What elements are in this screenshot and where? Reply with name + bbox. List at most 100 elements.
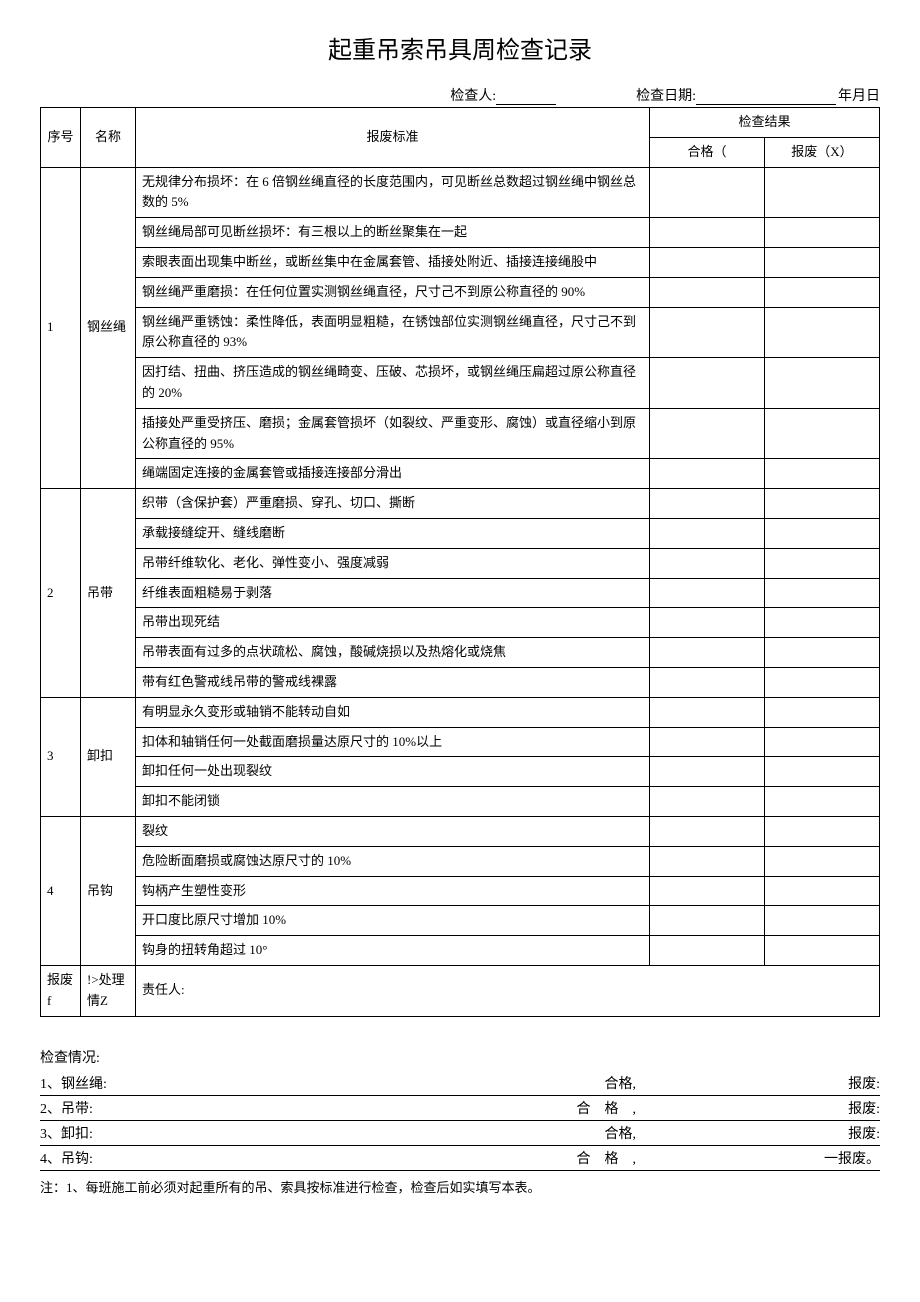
cell-fail[interactable] (765, 307, 880, 358)
cell-fail[interactable] (765, 846, 880, 876)
date-label: 检查日期: (636, 85, 696, 105)
cell-seq: 1 (41, 167, 81, 489)
table-row: 卸扣任何一处出现裂纹 (41, 757, 880, 787)
table-row: 开口度比原尺寸增加 10% (41, 906, 880, 936)
cell-fail[interactable] (765, 906, 880, 936)
cell-standard: 钩身的扭转角超过 10° (136, 936, 650, 966)
summary-pass-label: 合 格 , (577, 1148, 637, 1168)
table-row: 钢丝绳严重磨损：在任何位置实测钢丝绳直径，尺寸己不到原公称直径的 90% (41, 277, 880, 307)
summary-fail-label: 报废: (820, 1098, 880, 1118)
cell-pass[interactable] (650, 876, 765, 906)
cell-pass[interactable] (650, 846, 765, 876)
th-name: 名称 (81, 108, 136, 168)
cell-fail[interactable] (765, 816, 880, 846)
cell-fail[interactable] (765, 667, 880, 697)
summary-fail-label: 一报废。 (820, 1148, 880, 1168)
cell-pass[interactable] (650, 218, 765, 248)
cell-fail[interactable] (765, 787, 880, 817)
cell-fail[interactable] (765, 757, 880, 787)
cell-pass[interactable] (650, 459, 765, 489)
cell-fail[interactable] (765, 277, 880, 307)
cell-name: 卸扣 (81, 697, 136, 816)
table-row: 2吊带织带（含保护套）严重磨损、穿孔、切口、撕断 (41, 489, 880, 519)
table-row: 因打结、扭曲、挤压造成的钢丝绳畸变、压破、芯损坏，或钢丝绳压扁超过原公称直径的 … (41, 358, 880, 409)
cell-fail[interactable] (765, 459, 880, 489)
cell-pass[interactable] (650, 277, 765, 307)
cell-pass[interactable] (650, 638, 765, 668)
cell-pass[interactable] (650, 548, 765, 578)
cell-pass[interactable] (650, 727, 765, 757)
table-row: 1钢丝绳无规律分布损坏：在 6 倍钢丝绳直径的长度范围内，可见断丝总数超过钢丝绳… (41, 167, 880, 218)
cell-standard: 钢丝绳严重锈蚀：柔性降低，表面明显粗糙，在锈蚀部位实测钢丝绳直径，尺寸己不到原公… (136, 307, 650, 358)
table-row: 卸扣不能闭锁 (41, 787, 880, 817)
cell-standard: 索眼表面出现集中断丝，或断丝集中在金属套管、插接处附近、插接连接绳股中 (136, 247, 650, 277)
cell-fail[interactable] (765, 608, 880, 638)
cell-standard: 织带（含保护套）严重磨损、穿孔、切口、撕断 (136, 489, 650, 519)
inspector-label: 检查人: (450, 85, 496, 105)
date-value[interactable] (696, 85, 836, 105)
cell-pass[interactable] (650, 167, 765, 218)
summary-label: 1、钢丝绳: (40, 1073, 130, 1093)
cell-fail[interactable] (765, 876, 880, 906)
cell-standard: 因打结、扭曲、挤压造成的钢丝绳畸变、压破、芯损坏，或钢丝绳压扁超过原公称直径的 … (136, 358, 650, 409)
table-row: 扣体和轴销任何一处截面磨损量达原尺寸的 10%以上 (41, 727, 880, 757)
table-row: 索眼表面出现集中断丝，或断丝集中在金属套管、插接处附近、插接连接绳股中 (41, 247, 880, 277)
cell-pass[interactable] (650, 757, 765, 787)
cell-pass[interactable] (650, 518, 765, 548)
cell-fail[interactable] (765, 548, 880, 578)
cell-fail[interactable] (765, 727, 880, 757)
table-row: 承载接缝绽开、缝线磨断 (41, 518, 880, 548)
summary-fail-label: 报废: (820, 1073, 880, 1093)
cell-pass[interactable] (650, 697, 765, 727)
cell-pass[interactable] (650, 816, 765, 846)
cell-standard: 无规律分布损坏：在 6 倍钢丝绳直径的长度范围内，可见断丝总数超过钢丝绳中钢丝总… (136, 167, 650, 218)
cell-pass[interactable] (650, 906, 765, 936)
date-suffix: 年月日 (838, 85, 880, 105)
cell-pass[interactable] (650, 787, 765, 817)
cell-pass[interactable] (650, 578, 765, 608)
cell-fail[interactable] (765, 936, 880, 966)
cell-pass[interactable] (650, 608, 765, 638)
cell-fail[interactable] (765, 358, 880, 409)
table-footer-row: 报废f!>处理情Z责任人: (41, 965, 880, 1016)
summary-row: 1、钢丝绳: 合格, 报废: (40, 1071, 880, 1096)
cell-name: 钢丝绳 (81, 167, 136, 489)
cell-standard: 承载接缝绽开、缝线磨断 (136, 518, 650, 548)
summary-label: 4、吊钩: (40, 1148, 130, 1168)
cell-pass[interactable] (650, 489, 765, 519)
inspection-table: 序号 名称 报废标准 检查结果 合格（ 报废（X） 1钢丝绳无规律分布损坏：在 … (40, 107, 880, 1017)
inspector-value[interactable] (496, 85, 556, 105)
cell-pass[interactable] (650, 247, 765, 277)
summary-row: 2、吊带:合 格 ,报废: (40, 1096, 880, 1121)
cell-fail[interactable] (765, 218, 880, 248)
cell-pass[interactable] (650, 408, 765, 459)
cell-pass[interactable] (650, 307, 765, 358)
cell-fail[interactable] (765, 518, 880, 548)
cell-standard: 吊带表面有过多的点状疏松、腐蚀，酸碱烧损以及热熔化或烧焦 (136, 638, 650, 668)
cell-standard: 钢丝绳局部可见断丝损坏：有三根以上的断丝聚集在一起 (136, 218, 650, 248)
cell-fail[interactable] (765, 578, 880, 608)
cell-pass[interactable] (650, 936, 765, 966)
cell-process-label: !>处理情Z (81, 965, 136, 1016)
cell-seq: 2 (41, 489, 81, 698)
cell-standard: 有明显永久变形或轴销不能转动自如 (136, 697, 650, 727)
cell-fail[interactable] (765, 489, 880, 519)
table-row: 带有红色警戒线吊带的警戒线裸露 (41, 667, 880, 697)
cell-standard: 扣体和轴销任何一处截面磨损量达原尺寸的 10%以上 (136, 727, 650, 757)
cell-pass[interactable] (650, 358, 765, 409)
th-pass: 合格（ (650, 137, 765, 167)
table-row: 钢丝绳严重锈蚀：柔性降低，表面明显粗糙，在锈蚀部位实测钢丝绳直径，尺寸己不到原公… (41, 307, 880, 358)
cell-fail[interactable] (765, 167, 880, 218)
summary-row: 4、吊钩: 合 格 , 一报废。 (40, 1146, 880, 1171)
table-row: 吊带纤维软化、老化、弹性变小、强度减弱 (41, 548, 880, 578)
cell-fail[interactable] (765, 247, 880, 277)
cell-pass[interactable] (650, 667, 765, 697)
cell-discard-label: 报废f (41, 965, 81, 1016)
table-row: 纤维表面粗糙易于剥落 (41, 578, 880, 608)
cell-fail[interactable] (765, 408, 880, 459)
summary-pass-label: 合格, (605, 1073, 637, 1093)
cell-fail[interactable] (765, 697, 880, 727)
cell-fail[interactable] (765, 638, 880, 668)
summary-fail-label: 报废: (820, 1123, 880, 1143)
cell-standard: 钩柄产生塑性变形 (136, 876, 650, 906)
